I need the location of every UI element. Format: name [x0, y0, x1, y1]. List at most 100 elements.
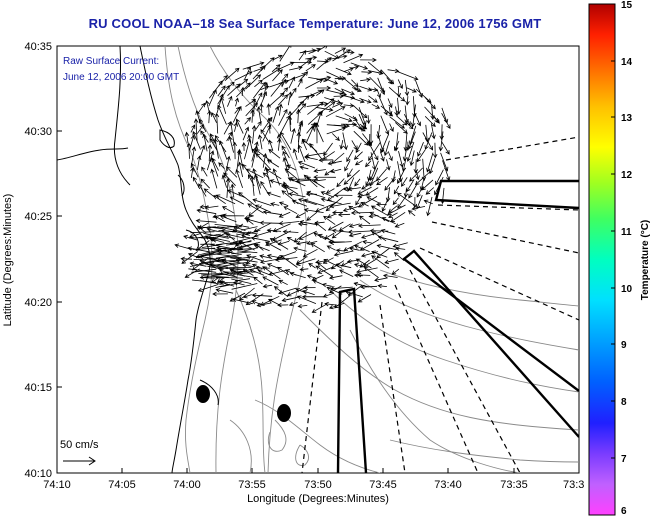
current-vector	[441, 113, 451, 130]
current-vector	[221, 206, 235, 214]
current-vector	[295, 258, 316, 266]
current-vector	[426, 196, 433, 217]
map-title: RU COOL NOAA–18 Sea Surface Temperature:…	[88, 16, 542, 31]
current-vector	[253, 243, 270, 252]
colorbar-tick-label: 7	[621, 454, 627, 465]
current-vector	[324, 98, 335, 107]
current-vector	[262, 283, 273, 289]
current-vector	[221, 174, 227, 188]
current-vector	[302, 289, 315, 296]
current-vector	[356, 267, 378, 274]
current-vector	[352, 104, 368, 119]
current-vector	[320, 197, 342, 205]
current-vector	[203, 188, 216, 198]
current-vector	[217, 85, 226, 97]
current-vector	[326, 213, 337, 219]
current-vector	[347, 168, 353, 178]
current-vector	[325, 188, 335, 194]
current-vector	[320, 191, 334, 198]
current-vector	[334, 47, 347, 54]
current-vector	[409, 150, 415, 167]
current-vector	[272, 69, 283, 82]
y-tick-label: 40:10	[24, 468, 52, 480]
current-vector	[236, 78, 249, 89]
current-vector	[225, 177, 231, 198]
current-vector	[231, 283, 258, 290]
current-vector	[207, 144, 213, 162]
current-vector	[347, 186, 361, 192]
current-vector	[424, 96, 436, 110]
current-vector	[432, 142, 438, 159]
current-vector	[242, 61, 265, 70]
current-vector	[425, 187, 435, 195]
current-vector	[306, 274, 317, 279]
current-vector	[227, 189, 246, 198]
current-vector	[245, 258, 254, 265]
current-vector	[242, 247, 259, 252]
current-vector	[195, 218, 217, 224]
current-vector	[242, 294, 252, 299]
current-vector	[303, 207, 324, 213]
current-vector	[362, 239, 372, 245]
current-vector	[295, 178, 318, 184]
current-vector	[339, 140, 344, 150]
current-vector	[262, 152, 268, 168]
current-vector	[259, 220, 281, 226]
current-vector	[270, 202, 280, 207]
current-vector	[389, 123, 394, 132]
current-vector	[353, 130, 369, 146]
current-vector	[217, 104, 227, 125]
current-vector	[223, 233, 244, 239]
current-vector	[232, 105, 242, 123]
current-vector	[371, 250, 388, 258]
current-vector	[398, 151, 404, 168]
current-vector	[328, 285, 342, 294]
current-vector	[198, 183, 207, 197]
current-vector	[287, 91, 293, 106]
current-vector	[255, 153, 272, 170]
current-vector	[270, 81, 284, 97]
current-annotation-line1: Raw Surface Current:	[63, 56, 159, 67]
current-vector	[387, 151, 393, 162]
current-vector	[317, 111, 323, 125]
current-vector	[365, 177, 371, 187]
current-vector	[332, 133, 340, 141]
current-vector	[251, 98, 257, 117]
current-vector	[414, 170, 432, 186]
current-vector	[289, 87, 297, 99]
x-tick-label: 73:3	[563, 479, 584, 491]
current-vector	[266, 103, 271, 116]
current-vector	[314, 221, 327, 232]
current-vector	[279, 46, 292, 62]
current-vector	[368, 141, 381, 162]
current-vector	[290, 127, 296, 144]
current-annotation-line2: June 12, 2006 20:00 GMT	[63, 72, 179, 83]
current-vector	[407, 210, 416, 217]
current-vector	[408, 125, 417, 146]
current-vector	[219, 247, 237, 253]
current-vector	[232, 141, 238, 160]
current-vector	[303, 285, 316, 290]
current-vector	[351, 79, 359, 88]
current-vector	[344, 160, 351, 172]
current-vector	[392, 242, 408, 248]
current-vector	[371, 255, 390, 269]
current-vector	[355, 258, 372, 269]
current-vector	[234, 97, 240, 107]
current-vector	[297, 160, 316, 169]
current-vector	[212, 291, 228, 297]
current-vector	[415, 88, 432, 103]
current-vector	[209, 137, 218, 151]
current-vector	[410, 104, 416, 128]
current-vector	[356, 272, 371, 278]
scale-arrow	[63, 456, 96, 466]
current-vector	[244, 116, 252, 125]
current-vector	[308, 263, 316, 269]
current-vector	[421, 179, 434, 191]
current-vector	[289, 100, 305, 117]
colorbar-tick-label: 9	[621, 340, 627, 351]
current-vector	[260, 91, 268, 106]
current-vector	[251, 293, 273, 298]
current-vector	[438, 131, 444, 152]
current-vector	[230, 258, 250, 263]
